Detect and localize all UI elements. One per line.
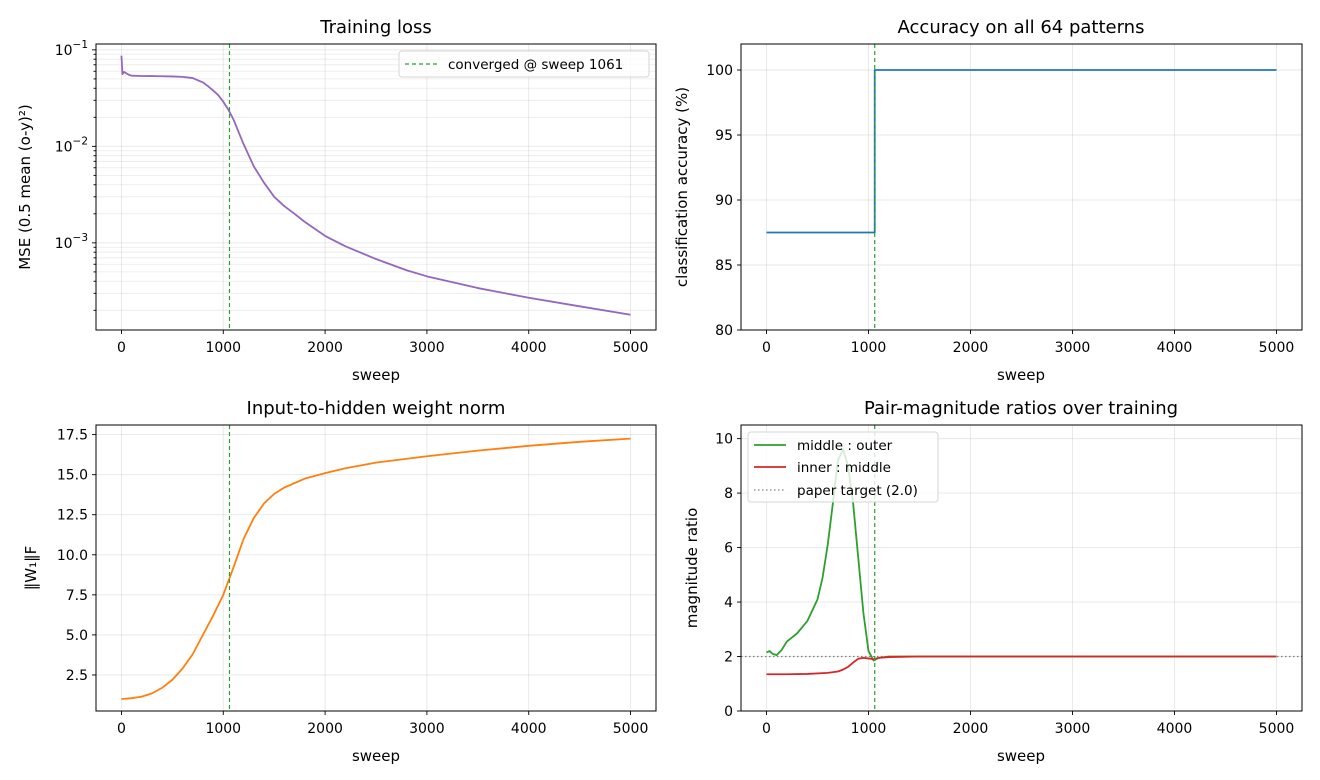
y-tick-label: 17.5: [57, 428, 88, 444]
x-tick-label: 2000: [953, 340, 989, 356]
x-tick-label: 0: [762, 340, 771, 356]
x-tick-label: 1000: [205, 721, 241, 737]
loss-ylabel: MSE (0.5 mean (o-y)²): [16, 104, 34, 270]
loss-legend-converged-label: converged @ sweep 1061: [448, 57, 623, 73]
loss-title: Training loss: [319, 17, 432, 38]
x-tick-label: 0: [762, 721, 771, 737]
ratio-legend-paper-target-label: paper target (2.0): [797, 483, 918, 499]
y-tick-label: 2: [724, 650, 733, 666]
inner-middle-series-line: [766, 655, 1277, 676]
x-tick-label: 1000: [851, 340, 887, 356]
ratio-xlabel: sweep: [997, 747, 1045, 765]
accuracy-title: Accuracy on all 64 patterns: [898, 17, 1145, 38]
ratio-title: Pair-magnitude ratios over training: [864, 398, 1178, 419]
weight-norm-ylabel: ‖W₁‖F: [22, 546, 40, 590]
y-tick-label: 7.5: [66, 588, 88, 604]
ratio-panel: 0 1000 2000 3000 4000 5000 0 2 4 6 8 10 Pair-magni…: [683, 398, 1303, 765]
y-tick-label: 100: [706, 63, 733, 79]
x-tick-label: 3000: [1055, 721, 1091, 737]
x-tick-label: 4000: [511, 340, 547, 356]
weight-norm-xlabel: sweep: [352, 747, 400, 765]
x-tick-label: 4000: [511, 721, 547, 737]
y-tick-label: 80: [715, 323, 733, 339]
norm-series-line: [121, 437, 631, 700]
weight-norm-panel: 0 1000 2000 3000 4000 5000 2.5 5.0 7.5 10.0 12.5 1…: [22, 398, 657, 765]
x-tick-label: 4000: [1157, 340, 1193, 356]
x-tick-label: 2000: [307, 721, 343, 737]
accuracy-ylabel: classification accuracy (%): [673, 87, 691, 287]
y-tick-label: 10: [715, 432, 733, 448]
x-tick-label: 2000: [953, 721, 989, 737]
x-tick-label: 2000: [307, 340, 343, 356]
y-tick-label: 12.5: [57, 508, 88, 524]
loss-series-line: [120, 55, 631, 316]
x-tick-label: 3000: [1055, 340, 1091, 356]
y-tick-label: 85: [715, 258, 733, 274]
loss-panel: 0 1000 2000 3000 4000 5000 10−3 10−2 10−1 Train…: [16, 17, 657, 384]
x-tick-label: 5000: [1259, 340, 1295, 356]
ratio-legend-middle-outer-label: middle : outer: [797, 438, 893, 454]
y-tick-label: 95: [715, 128, 733, 144]
x-tick-label: 1000: [205, 340, 241, 356]
y-tick-label: 90: [715, 193, 733, 209]
ratio-legend: middle : outer inner : middle paper targ…: [747, 431, 939, 503]
x-tick-label: 0: [117, 721, 126, 737]
accuracy-xlabel: sweep: [997, 366, 1045, 384]
loss-legend-box: [398, 50, 650, 78]
x-tick-label: 3000: [409, 340, 445, 356]
x-tick-label: 5000: [1259, 721, 1295, 737]
x-tick-label: 1000: [851, 721, 887, 737]
x-tick-label: 0: [117, 340, 126, 356]
y-tick-label: 6: [724, 541, 733, 557]
weight-norm-title: Input-to-hidden weight norm: [247, 398, 506, 419]
y-tick-label: 2.5: [66, 668, 88, 684]
x-tick-label: 3000: [409, 721, 445, 737]
accuracy-axes-frame: [740, 43, 1303, 331]
y-tick-label: 4: [724, 595, 733, 611]
x-tick-label: 5000: [613, 340, 649, 356]
loss-axes-frame: [95, 43, 657, 331]
weight-norm-axes-frame: [95, 424, 657, 712]
y-tick-label: 8: [724, 486, 733, 502]
y-tick-label: 10−1: [55, 39, 88, 59]
loss-xlabel: sweep: [352, 366, 400, 384]
x-tick-label: 5000: [613, 721, 649, 737]
accuracy-panel: 0 1000 2000 3000 4000 5000 80 85 90 95 100 Accura…: [673, 17, 1303, 384]
ratio-legend-box: [747, 431, 939, 503]
ratio-legend-inner-middle-label: inner : middle: [797, 460, 891, 476]
y-tick-label: 10−3: [55, 232, 88, 252]
ratio-axes-frame: [740, 424, 1303, 712]
y-tick-label: 0: [724, 704, 733, 720]
y-tick-label: 10.0: [57, 548, 88, 564]
ratio-ylabel: magnitude ratio: [683, 508, 701, 629]
y-tick-label: 5.0: [66, 628, 88, 644]
x-tick-label: 4000: [1157, 721, 1193, 737]
y-tick-label: 15.0: [57, 468, 88, 484]
y-tick-label: 10−2: [55, 135, 88, 155]
acc-series-line: [766, 69, 1277, 234]
loss-legend: converged @ sweep 1061: [398, 50, 650, 78]
